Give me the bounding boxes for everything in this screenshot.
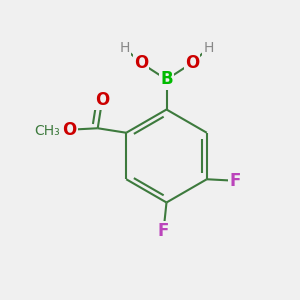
- Text: O: O: [95, 91, 109, 109]
- Text: F: F: [158, 222, 169, 240]
- Text: H: H: [119, 41, 130, 55]
- Text: O: O: [134, 54, 148, 72]
- Text: H: H: [203, 41, 214, 55]
- Text: O: O: [185, 54, 199, 72]
- Text: B: B: [160, 70, 173, 88]
- Text: CH₃: CH₃: [34, 124, 60, 138]
- Text: F: F: [230, 172, 241, 190]
- Text: O: O: [62, 121, 76, 139]
